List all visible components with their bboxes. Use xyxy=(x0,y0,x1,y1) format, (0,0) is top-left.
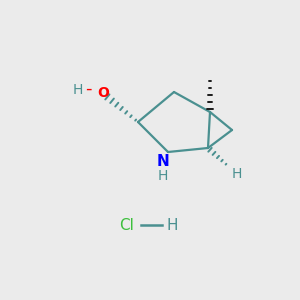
Text: -: - xyxy=(85,80,91,98)
Text: H: H xyxy=(158,169,168,183)
Text: H: H xyxy=(166,218,178,232)
Text: O: O xyxy=(97,86,109,100)
Text: H: H xyxy=(73,83,83,97)
Text: Cl: Cl xyxy=(120,218,134,232)
Text: H: H xyxy=(232,167,242,181)
Text: N: N xyxy=(157,154,169,169)
